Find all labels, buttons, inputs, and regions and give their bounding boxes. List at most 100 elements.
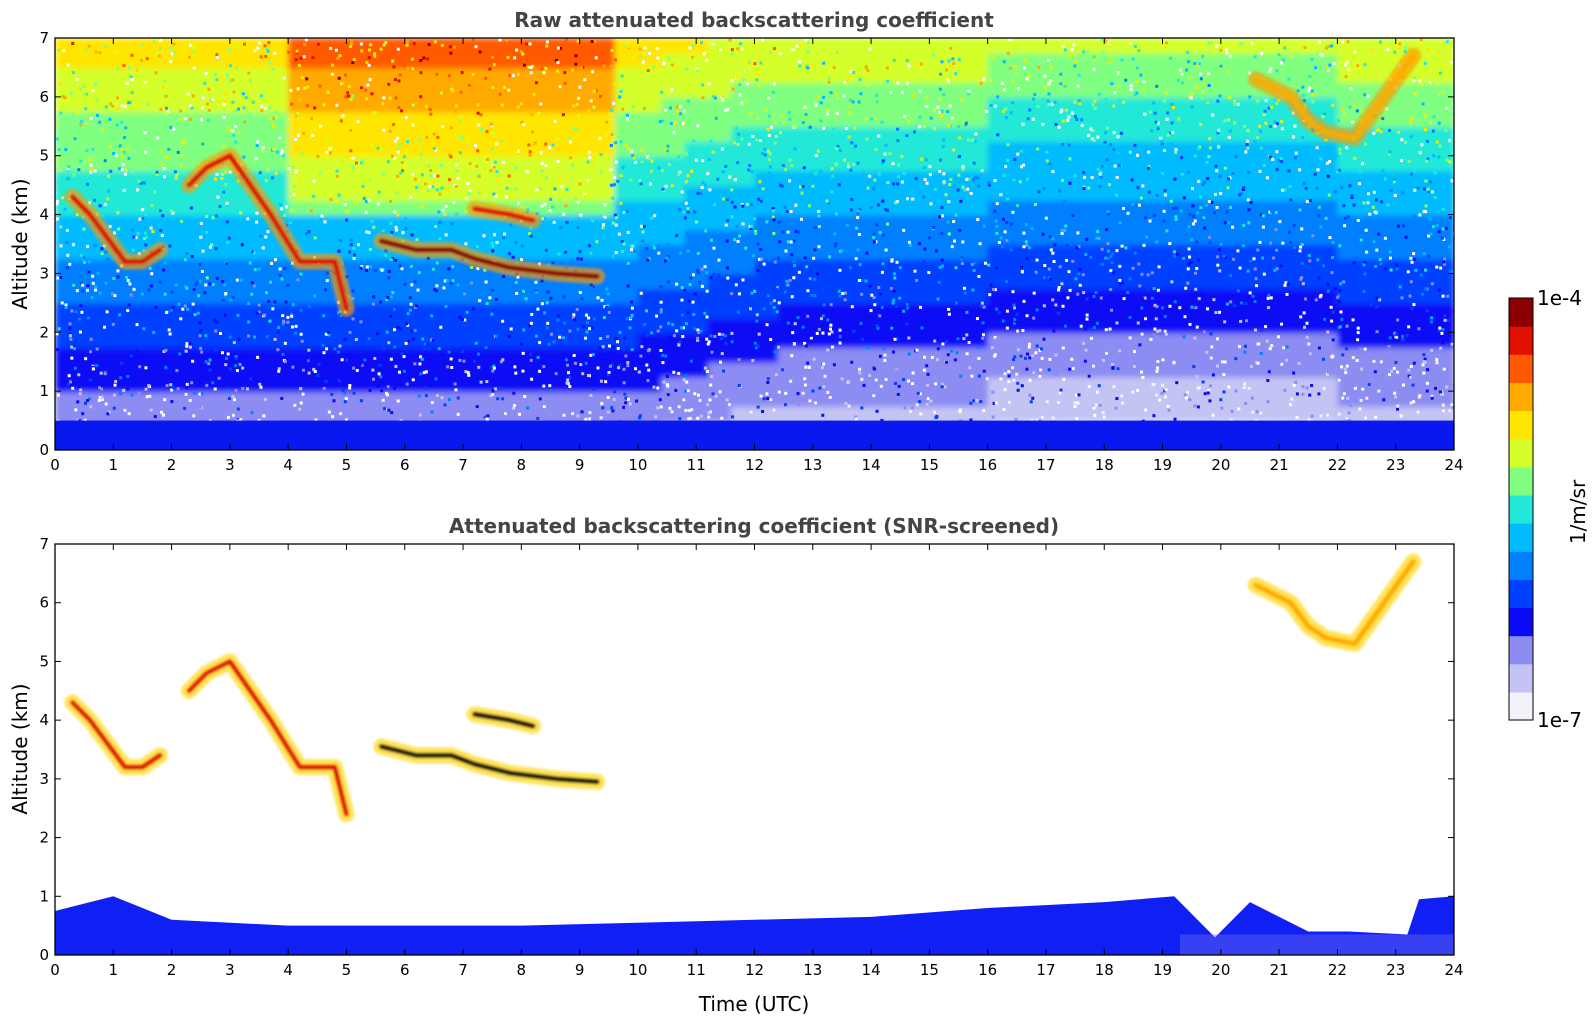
noise-pixel [409, 302, 413, 306]
background-cell [288, 185, 313, 201]
background-cell [917, 214, 943, 231]
noise-pixel [419, 355, 423, 359]
background-cell [637, 199, 663, 216]
background-cell [824, 332, 849, 348]
noise-pixel [1101, 50, 1105, 54]
background-cell [731, 376, 756, 393]
noise-pixel [310, 117, 314, 121]
background-cell [1314, 199, 1339, 216]
noise-pixel [1307, 342, 1311, 346]
background-cell [754, 332, 779, 348]
noise-pixel [246, 196, 250, 200]
noise-pixel [1191, 187, 1195, 191]
background-cell [1290, 199, 1316, 216]
noise-pixel [773, 260, 777, 264]
background-cell [1360, 347, 1386, 363]
noise-pixel [106, 174, 110, 178]
noise-pixel [700, 147, 704, 151]
noise-pixel [707, 82, 711, 86]
background-cell [754, 67, 779, 84]
noise-pixel [667, 360, 671, 364]
background-cell [1430, 38, 1454, 54]
noise-pixel [680, 359, 684, 363]
background-cell [218, 111, 243, 128]
noise-pixel [615, 216, 619, 220]
noise-pixel [1196, 386, 1200, 390]
background-cell [1384, 126, 1409, 142]
background-cell [591, 96, 616, 113]
noise-pixel [758, 180, 762, 184]
noise-pixel [703, 265, 707, 269]
noise-pixel [185, 382, 189, 386]
noise-pixel [730, 48, 734, 52]
background-cell [684, 273, 709, 290]
background-cell [684, 199, 709, 216]
background-cell [264, 185, 290, 201]
background-cell [521, 391, 546, 407]
noise-pixel [459, 116, 463, 120]
noise-pixel [559, 260, 563, 264]
noise-pixel [923, 125, 927, 129]
background-cell [1057, 185, 1082, 201]
noise-pixel [748, 163, 752, 167]
noise-pixel [741, 278, 745, 282]
noise-pixel [411, 378, 415, 382]
noise-pixel [1174, 217, 1178, 221]
noise-pixel [799, 217, 803, 221]
noise-pixel [190, 381, 194, 385]
background-cell [917, 38, 943, 54]
noise-pixel [852, 329, 856, 333]
noise-pixel [977, 296, 981, 300]
noise-pixel [1000, 81, 1004, 85]
noise-pixel [390, 411, 394, 415]
background-cell [777, 185, 803, 201]
noise-pixel [290, 312, 294, 316]
noise-pixel [1424, 128, 1428, 132]
background-cell [1034, 170, 1059, 187]
noise-pixel [153, 415, 157, 419]
noise-pixel [627, 397, 631, 401]
background-cell [241, 229, 266, 245]
noise-pixel [956, 188, 960, 192]
noise-pixel [600, 298, 604, 302]
noise-pixel [1259, 129, 1263, 133]
noise-pixel [918, 400, 922, 404]
background-cell [288, 376, 313, 393]
noise-pixel [352, 391, 356, 395]
background-cell [1197, 82, 1222, 98]
noise-pixel [116, 211, 120, 215]
noise-pixel [996, 95, 1000, 99]
noise-pixel [1118, 109, 1122, 113]
noise-pixel [977, 184, 981, 188]
noise-pixel [994, 401, 998, 405]
noise-pixel [1056, 218, 1060, 222]
noise-pixel [280, 199, 284, 203]
noise-pixel [591, 70, 595, 74]
background-cell [521, 302, 546, 319]
noise-pixel [1068, 288, 1072, 292]
noise-pixel [877, 286, 881, 290]
noise-pixel [1253, 328, 1257, 332]
noise-pixel [1451, 165, 1454, 169]
background-cell [288, 199, 313, 216]
noise-pixel [109, 299, 113, 303]
noise-pixel [1016, 381, 1020, 385]
noise-pixel [1428, 180, 1432, 184]
noise-pixel [370, 92, 374, 96]
noise-pixel [155, 53, 159, 57]
noise-pixel [926, 383, 930, 387]
noise-pixel [821, 365, 825, 369]
noise-pixel [1053, 243, 1057, 247]
noise-pixel [544, 164, 548, 168]
background-cell [1127, 405, 1152, 422]
background-cell [1430, 82, 1454, 98]
noise-pixel [691, 273, 695, 277]
noise-pixel [940, 206, 944, 210]
noise-pixel [827, 201, 831, 205]
noise-pixel [1019, 354, 1023, 358]
noise-pixel [925, 96, 929, 100]
noise-pixel [830, 167, 834, 171]
noise-pixel [1152, 287, 1156, 291]
background-cell [637, 96, 663, 113]
noise-pixel [1143, 296, 1147, 300]
